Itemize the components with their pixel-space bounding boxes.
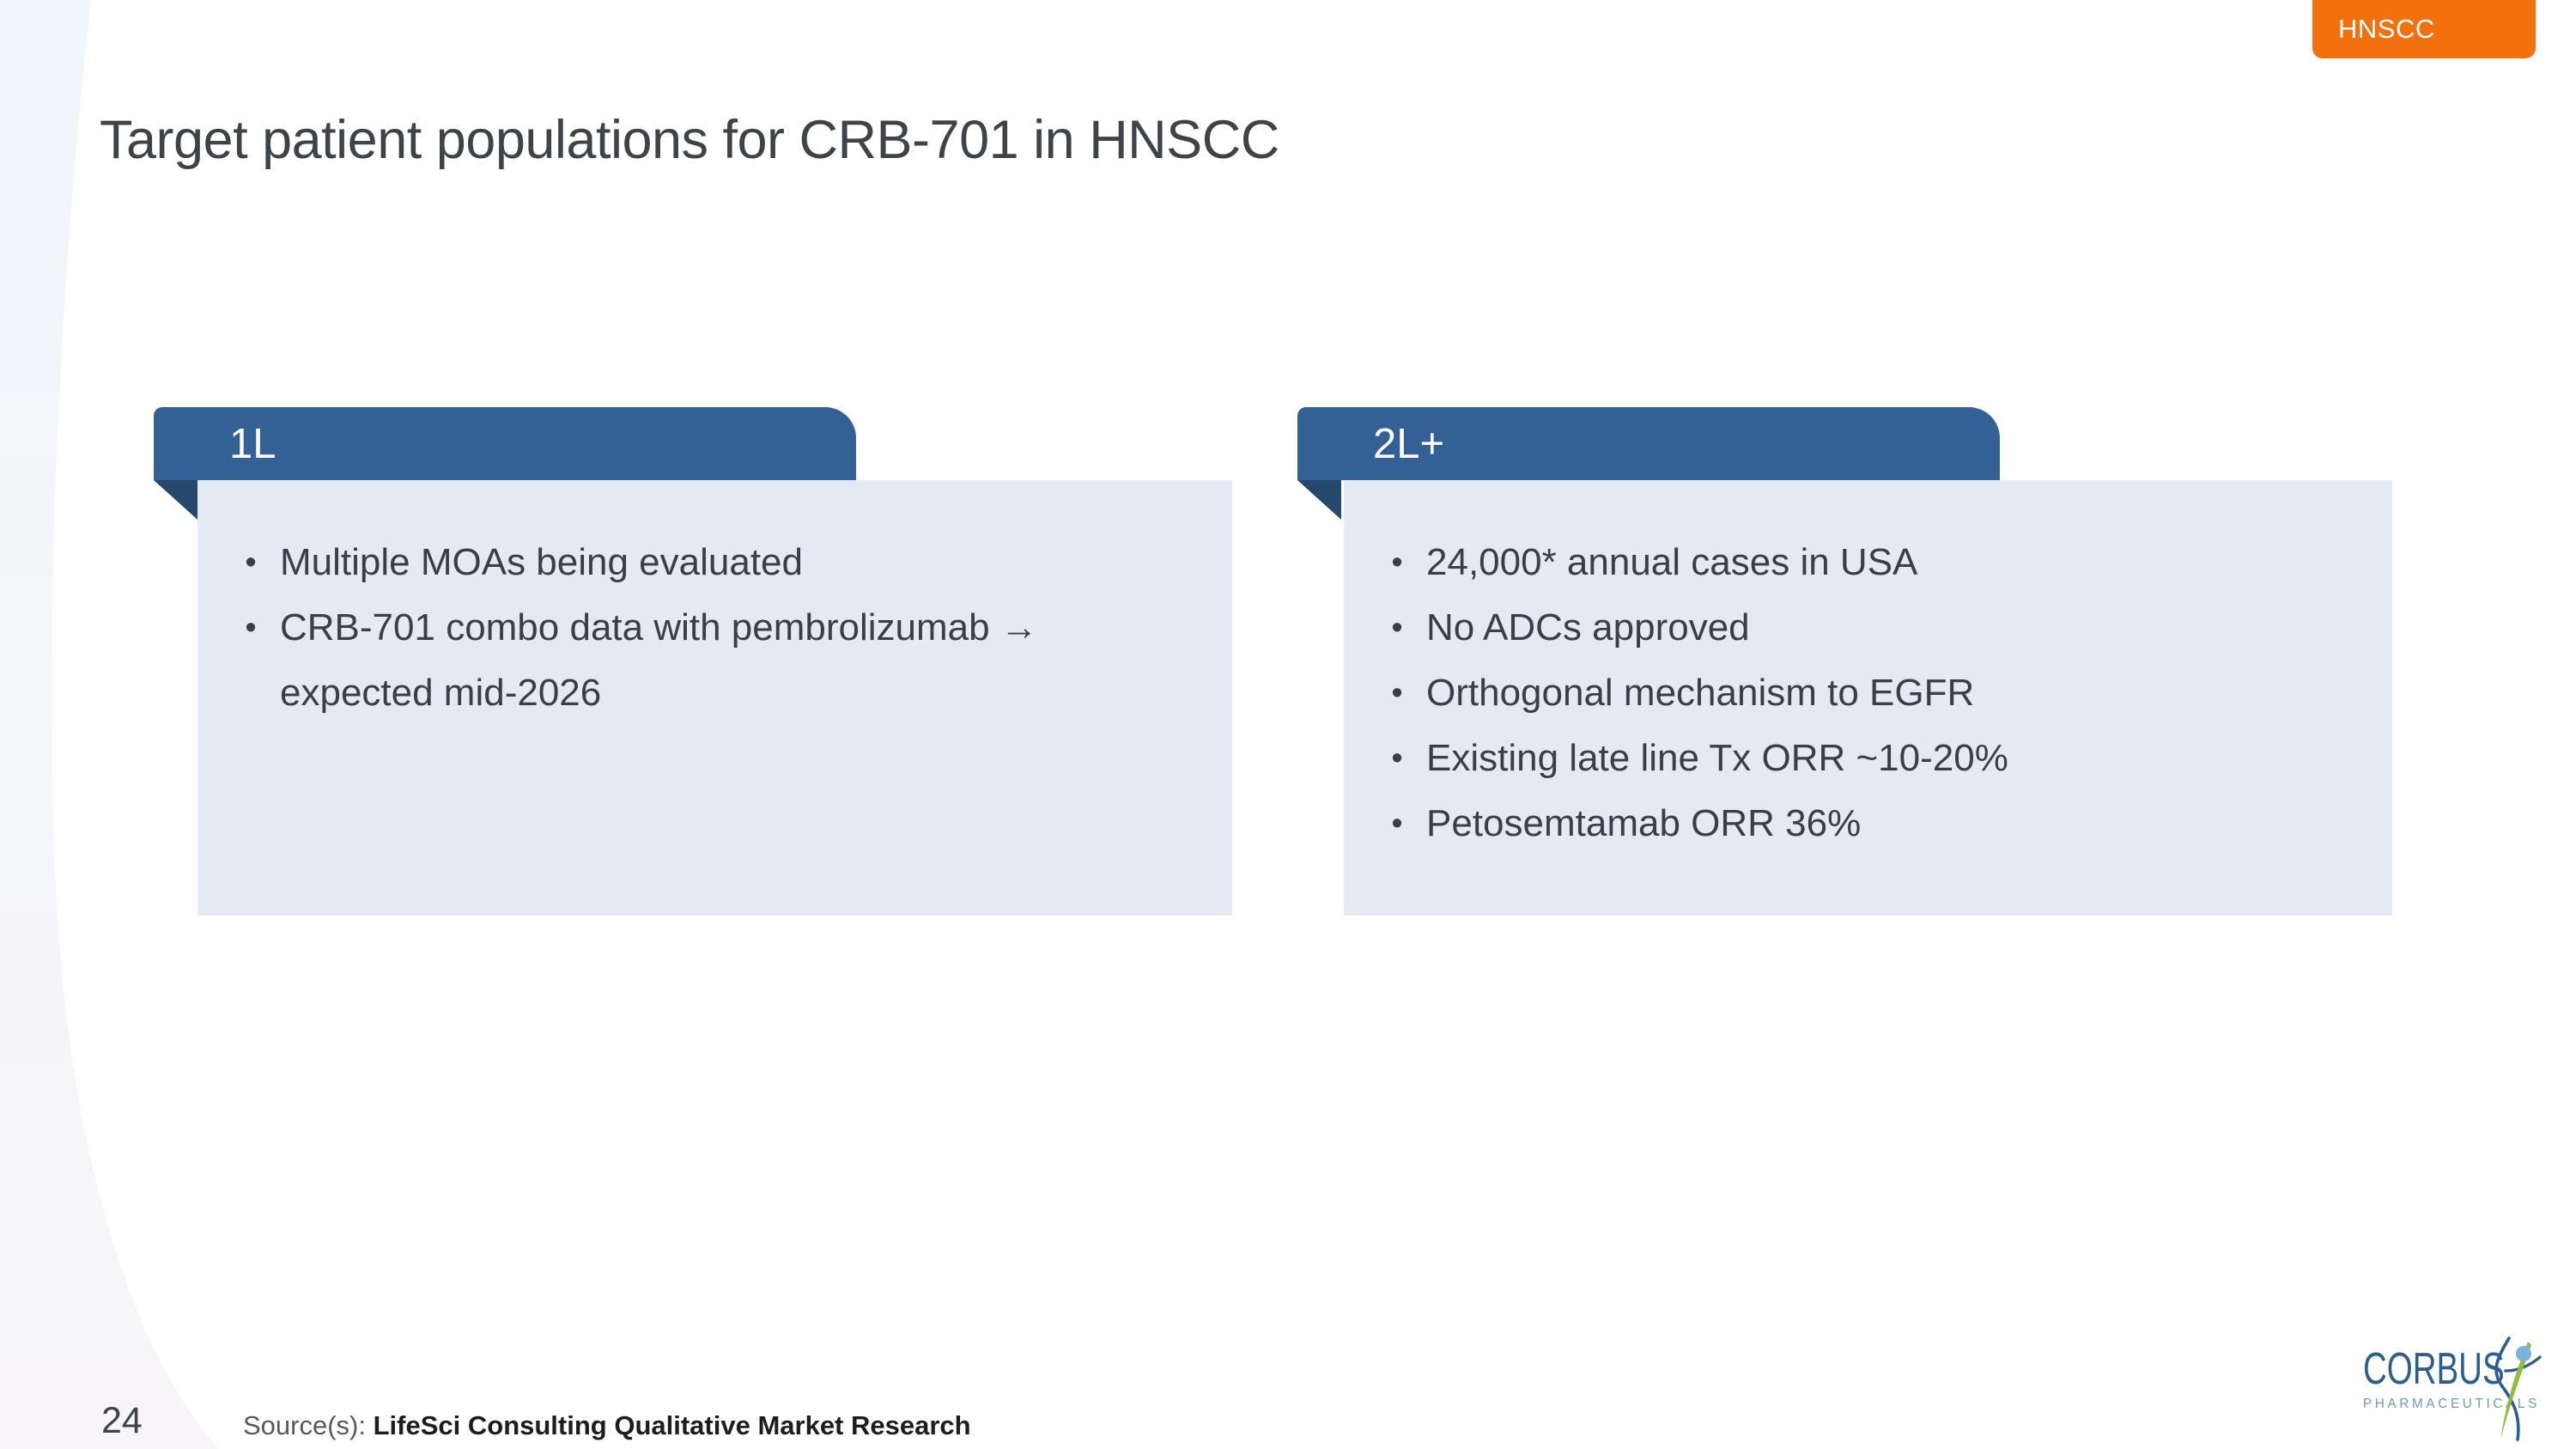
panel-2l-fold-corner bbox=[1297, 480, 1341, 520]
list-item: • Existing late line Tx ORR ~10-20% bbox=[1368, 726, 2349, 791]
list-item: • Orthogonal mechanism to EGFR bbox=[1368, 661, 2349, 726]
bullet-dot: • bbox=[245, 545, 257, 581]
bullet-text: 24,000* annual cases in USA bbox=[1426, 541, 1918, 583]
list-item: • No ADCs approved bbox=[1368, 595, 2349, 661]
bullet-dot: • bbox=[1391, 675, 1403, 711]
list-item: • Petosemtamab ORR 36% bbox=[1368, 791, 2349, 856]
panel-1l-fold-corner bbox=[154, 480, 197, 520]
bullet-text: Existing late line Tx ORR ~10-20% bbox=[1426, 737, 2008, 779]
hnscc-badge-label: HNSCC bbox=[2338, 14, 2435, 44]
logo-subtitle: PHARMACEUTICALS bbox=[2363, 1397, 2540, 1411]
bullet-dot: • bbox=[245, 610, 257, 646]
list-item: • CRB-701 combo data with pembrolizumab … bbox=[222, 595, 1189, 726]
bullet-text: No ADCs approved bbox=[1426, 606, 1750, 648]
logo-wordmark: CORBUS bbox=[2363, 1344, 2505, 1394]
bullet-text: Petosemtamab ORR 36% bbox=[1426, 802, 1862, 844]
corbus-logo: CORBUS PHARMACEUTICALS bbox=[2363, 1336, 2552, 1441]
source-text: LifeSci Consulting Qualitative Market Re… bbox=[373, 1410, 971, 1440]
source-prefix: Source(s): bbox=[243, 1410, 374, 1440]
bullet-dot: • bbox=[1391, 806, 1403, 842]
bullet-dot: • bbox=[1391, 545, 1403, 581]
panel-2l-tab: 2L+ bbox=[1297, 407, 2000, 480]
panel-1l-tab-label: 1L bbox=[229, 420, 276, 467]
logo-figure-icon bbox=[2494, 1336, 2542, 1441]
page-number: 24 bbox=[101, 1400, 143, 1441]
panel-2l-body: • 24,000* annual cases in USA • No ADCs … bbox=[1344, 480, 2392, 916]
panel-1l-body: • Multiple MOAs being evaluated • CRB-70… bbox=[197, 480, 1232, 916]
page-title: Target patient populations for CRB-701 i… bbox=[100, 110, 1279, 170]
bullet-text: Multiple MOAs being evaluated bbox=[280, 541, 803, 583]
bullet-text: Orthogonal mechanism to EGFR bbox=[1426, 672, 1975, 714]
source-line: Source(s): LifeSci Consulting Qualitativ… bbox=[243, 1410, 971, 1441]
bullet-dot: • bbox=[1391, 740, 1403, 776]
panel-1l-tab: 1L bbox=[154, 407, 856, 480]
panel-2l-tab-label: 2L+ bbox=[1373, 420, 1445, 467]
bullet-dot: • bbox=[1391, 610, 1403, 646]
list-item: • Multiple MOAs being evaluated bbox=[222, 530, 1189, 595]
bullet-text: CRB-701 combo data with pembrolizumab → … bbox=[280, 606, 1038, 714]
list-item: • 24,000* annual cases in USA bbox=[1368, 530, 2349, 595]
hnscc-badge: HNSCC bbox=[2312, 0, 2536, 58]
